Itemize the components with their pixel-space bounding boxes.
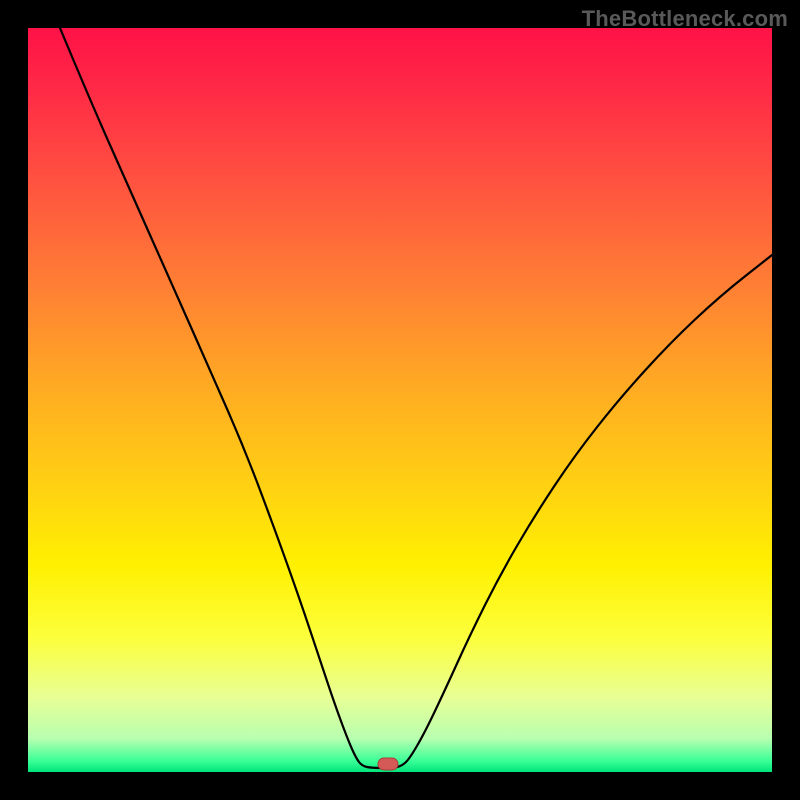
watermark-text: TheBottleneck.com: [582, 6, 788, 32]
gradient-background: [28, 28, 772, 772]
bottleneck-chart: [0, 0, 800, 800]
optimal-point-marker: [378, 758, 398, 770]
chart-canvas: TheBottleneck.com: [0, 0, 800, 800]
